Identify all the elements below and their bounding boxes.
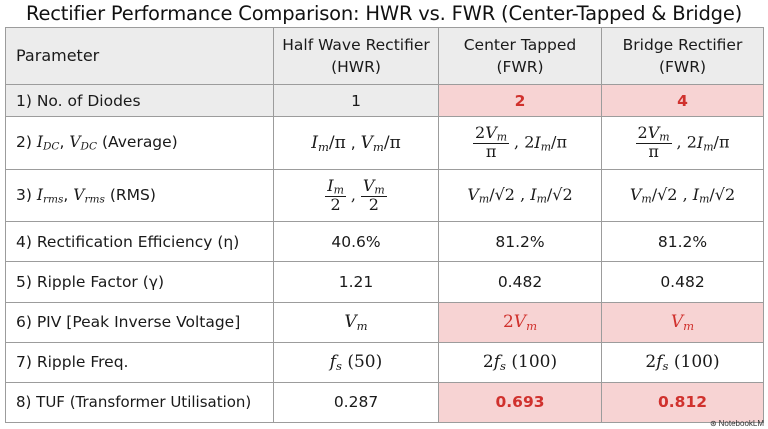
row-label: 8) TUF (Transformer Utilisation)	[5, 381, 274, 424]
cell-bridge: 4	[601, 83, 764, 118]
row-label: 3) Irms, Vrms (RMS)	[5, 168, 274, 223]
cell-hwr: 0.287	[273, 381, 439, 424]
cell-center-tapped: 2fs (100)	[438, 341, 602, 383]
row-label: 6) PIV [Peak Inverse Voltage]	[5, 301, 274, 343]
cell-center-tapped: 0.693	[438, 381, 602, 424]
table-row: 5) Ripple Factor (γ) 1.21 0.482 0.482	[5, 261, 764, 303]
cell-center-tapped: 2Vm π , 2Im/π	[438, 116, 602, 170]
cell-bridge: 0.482	[601, 261, 764, 303]
cell-hwr: 1.21	[273, 261, 439, 303]
notebook-icon: ⊛	[709, 419, 717, 428]
table-header-row: Parameter Half Wave Rectifier (HWR) Cent…	[5, 27, 764, 85]
table-row: 6) PIV [Peak Inverse Voltage] Vm 2Vm Vm	[5, 301, 764, 343]
row-label: 1) No. of Diodes	[5, 83, 274, 118]
cell-bridge: Vm/√2 , Im/√2	[601, 168, 764, 223]
cell-center-tapped: 81.2%	[438, 221, 602, 263]
cell-bridge: Vm	[601, 301, 764, 343]
cell-hwr: fs (50)	[273, 341, 439, 383]
header-hwr: Half Wave Rectifier (HWR)	[273, 27, 439, 85]
cell-hwr: 1	[273, 83, 439, 118]
cell-bridge: 81.2%	[601, 221, 764, 263]
cell-hwr: Im 2 , Vm 2	[273, 168, 439, 223]
comparison-table: Parameter Half Wave Rectifier (HWR) Cent…	[5, 27, 764, 424]
header-center-tapped: Center Tapped (FWR)	[438, 27, 602, 85]
page-title: Rectifier Performance Comparison: HWR vs…	[25, 2, 743, 25]
row-label: 4) Rectification Efficiency (η)	[5, 221, 274, 263]
watermark: ⊛ NotebookLM	[709, 419, 764, 428]
table-row: 1) No. of Diodes 1 2 4	[5, 83, 764, 118]
cell-hwr: Im/π , Vm/π	[273, 116, 439, 170]
cell-bridge: 2fs (100)	[601, 341, 764, 383]
header-parameter: Parameter	[5, 27, 274, 85]
header-bridge: Bridge Rectifier (FWR)	[601, 27, 764, 85]
row-label: 7) Ripple Freq.	[5, 341, 274, 383]
cell-bridge: 2Vm π , 2Im/π	[601, 116, 764, 170]
table-row: 7) Ripple Freq. fs (50) 2fs (100) 2fs (1…	[5, 341, 764, 383]
table-row: 3) Irms, Vrms (RMS) Im 2 , Vm 2 Vm/√2 , Im…	[5, 168, 764, 223]
table-row: 8) TUF (Transformer Utilisation) 0.287 0…	[5, 381, 764, 424]
cell-center-tapped: 2	[438, 83, 602, 118]
row-label: 2) IDC, VDC (Average)	[5, 116, 274, 170]
cell-hwr: Vm	[273, 301, 439, 343]
table-row: 4) Rectification Efficiency (η) 40.6% 81…	[5, 221, 764, 263]
cell-center-tapped: 0.482	[438, 261, 602, 303]
cell-center-tapped: Vm/√2 , Im/√2	[438, 168, 602, 223]
cell-bridge: 0.812	[601, 381, 764, 424]
table-row: 2) IDC, VDC (Average) Im/π , Vm/π 2Vm π ,…	[5, 116, 764, 170]
row-label: 5) Ripple Factor (γ)	[5, 261, 274, 303]
cell-center-tapped: 2Vm	[438, 301, 602, 343]
cell-hwr: 40.6%	[273, 221, 439, 263]
